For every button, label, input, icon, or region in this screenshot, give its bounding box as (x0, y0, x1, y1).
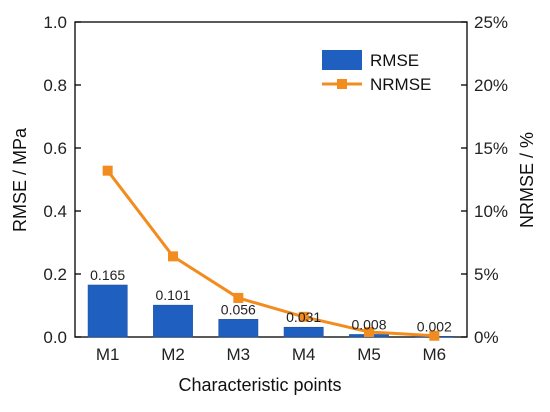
rmse-bar (87, 284, 128, 338)
nrmse-polyline (106, 169, 435, 338)
nrmse-point (364, 326, 374, 337)
nrmse-point (233, 292, 244, 303)
nrmse-point (102, 165, 113, 176)
rmse-data-label: 0.008 (351, 316, 386, 332)
y-axis-title: RMSE / MPa (10, 127, 30, 232)
rmse-data-label: 0.031 (286, 309, 321, 325)
x-tick-label: M6 (423, 345, 447, 364)
rmse-data-label: 0.101 (155, 287, 190, 303)
rmse-data-label: 0.056 (221, 301, 256, 317)
rmse-data-label: 0.002 (417, 318, 452, 334)
data-labels: 0.165 0.101 0.056 0.031 0.008 0.002 (90, 267, 452, 334)
legend-label-nrmse: NRMSE (370, 75, 431, 94)
plot-frame (74, 21, 468, 338)
y2-tick-label: 20% (474, 76, 508, 95)
y2-tick-label: 10% (474, 202, 508, 221)
y2-tick-label: 25% (474, 13, 508, 32)
y-tick-label: 1.0 (43, 13, 67, 32)
y2-axis-title: NRMSE / % (517, 132, 537, 228)
legend: RMSE NRMSE (322, 50, 431, 94)
y-tick-label: 0.0 (43, 328, 67, 347)
rmse-bar (153, 304, 193, 338)
axes: 0.0 0.2 0.4 0.6 0.8 1.0 0% 5% 10% 15% 20% 25% M1 M2 M3… (43, 13, 508, 364)
x-tick-label: M3 (227, 345, 251, 364)
x-tick-label: M4 (292, 345, 316, 364)
x-tick-label: M2 (161, 345, 185, 364)
x-tick-label: M1 (96, 345, 120, 364)
y-tick-label: 0.6 (43, 139, 67, 158)
y-tick-label: 0.2 (43, 265, 67, 284)
y-tick-label: 0.4 (43, 202, 67, 221)
legend-marker-nrmse (337, 79, 347, 89)
x-tick-label: M5 (357, 345, 381, 364)
y-tick-label: 0.8 (43, 76, 67, 95)
y2-tick-label: 15% (474, 139, 508, 158)
y2-tick-label: 5% (474, 265, 499, 284)
nrmse-point (298, 311, 309, 322)
nrmse-point (168, 251, 178, 262)
rmse-bar (218, 319, 259, 338)
x-axis-title: Characteristic points (178, 375, 341, 395)
y2-tick-label: 0% (474, 328, 499, 347)
rmse-bars (87, 284, 455, 338)
nrmse-point (429, 330, 440, 341)
legend-swatch-rmse (322, 50, 362, 70)
rmse-bar (283, 326, 324, 338)
legend-label-rmse: RMSE (370, 51, 419, 70)
nrmse-line (102, 165, 440, 341)
rmse-data-label: 0.165 (90, 267, 125, 283)
